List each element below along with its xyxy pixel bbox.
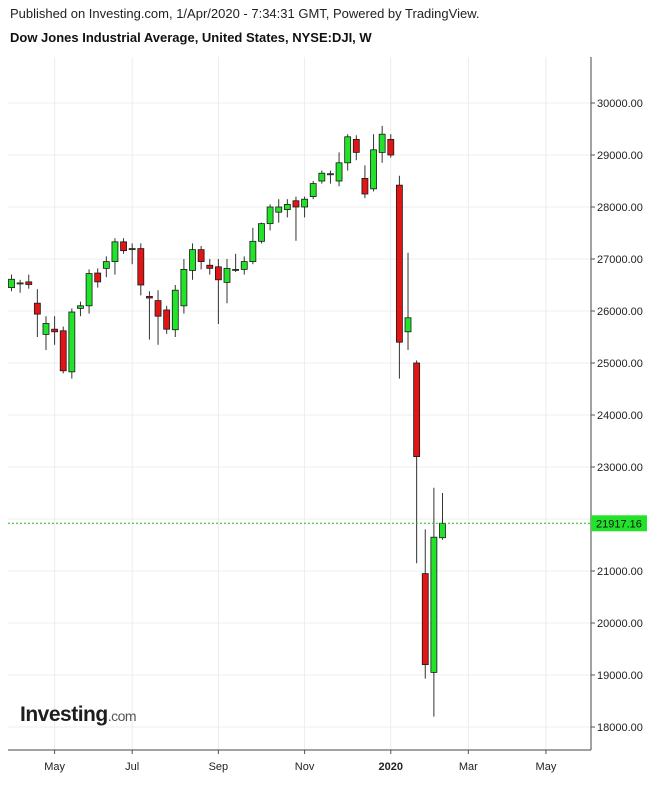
candle-body[interactable] [42, 323, 50, 335]
y-tick-label: 28000.00 [597, 202, 643, 214]
candle-body[interactable] [197, 249, 205, 262]
last-price-badge [591, 515, 647, 532]
investing-logo: Investing.com [20, 703, 137, 727]
candle-body[interactable] [102, 261, 110, 269]
x-tick-label: Jul [125, 761, 139, 773]
x-tick-label: May [44, 761, 65, 773]
y-tick-label: 24000.00 [597, 410, 643, 422]
candle-body[interactable] [51, 328, 58, 333]
candle-body[interactable] [318, 172, 326, 182]
x-tick-label: May [536, 761, 557, 773]
candle-body[interactable] [146, 296, 153, 299]
logo-tld: .com [107, 708, 137, 724]
candle-body[interactable] [120, 241, 127, 252]
y-tick-label: 23000.00 [597, 462, 643, 474]
candle-body[interactable] [8, 278, 15, 288]
candle-body[interactable] [378, 133, 386, 153]
candle-body[interactable] [275, 206, 283, 213]
candle-body[interactable] [180, 268, 188, 307]
candle-body[interactable] [59, 330, 67, 372]
candle-body[interactable] [85, 273, 93, 307]
x-tick-label: Nov [295, 761, 315, 773]
candle-body[interactable] [16, 282, 24, 285]
candle-body[interactable] [68, 311, 76, 373]
y-tick-label: 21000.00 [597, 566, 643, 578]
candle-body[interactable] [344, 136, 352, 164]
candle-body[interactable] [94, 272, 102, 283]
candle-body[interactable] [189, 249, 196, 271]
candle-body[interactable] [240, 261, 248, 270]
candle-body[interactable] [163, 309, 171, 330]
candle-body[interactable] [361, 177, 369, 195]
logo-brand: Investing [20, 703, 108, 726]
published-note: Published on Investing.com, 1/Apr/2020 -… [10, 6, 480, 21]
candle-body[interactable] [413, 362, 421, 457]
y-tick-label: 20000.00 [597, 618, 643, 630]
candle-body[interactable] [77, 305, 84, 309]
y-tick-label: 30000.00 [597, 98, 643, 110]
candle-body[interactable] [137, 248, 145, 286]
candle-body[interactable] [327, 173, 334, 176]
candle-body[interactable] [223, 267, 231, 283]
y-tick-label: 27000.00 [597, 254, 643, 266]
candle-body[interactable] [266, 206, 274, 225]
candle-body[interactable] [309, 183, 317, 198]
candle-body[interactable] [111, 241, 119, 262]
candle-body[interactable] [206, 264, 214, 269]
y-tick-label: 19000.00 [597, 670, 643, 682]
candle-body[interactable] [395, 184, 403, 343]
x-tick-label: Sep [209, 761, 229, 773]
candle-body[interactable] [301, 198, 308, 208]
candle-body[interactable] [352, 138, 360, 153]
chart-title: Dow Jones Industrial Average, United Sta… [10, 30, 372, 45]
candle-body[interactable] [370, 149, 377, 190]
x-tick-label: 2020 [379, 761, 403, 773]
candle-body[interactable] [421, 573, 429, 665]
candle-body[interactable] [283, 203, 291, 210]
candle-body[interactable] [33, 302, 41, 315]
candle-body[interactable] [387, 138, 395, 156]
candle-body[interactable] [249, 240, 257, 263]
candle-body[interactable] [430, 536, 438, 673]
candle-body[interactable] [439, 522, 446, 539]
candle-body[interactable] [25, 281, 33, 285]
candle-body[interactable] [292, 200, 300, 208]
last-price-label: 21917.16 [596, 518, 642, 530]
y-tick-label: 26000.00 [597, 306, 643, 318]
candle-body[interactable] [154, 300, 162, 317]
candle-body[interactable] [258, 223, 265, 242]
candle-body[interactable] [404, 317, 412, 333]
y-tick-label: 25000.00 [597, 358, 643, 370]
y-tick-label: 29000.00 [597, 150, 643, 162]
candle-body[interactable] [335, 162, 343, 182]
x-tick-label: Mar [459, 761, 478, 773]
candle-body[interactable] [232, 268, 240, 271]
candle-body[interactable] [128, 248, 136, 251]
candle-body[interactable] [214, 266, 222, 281]
candle-body[interactable] [171, 289, 179, 331]
y-tick-label: 18000.00 [597, 722, 643, 734]
